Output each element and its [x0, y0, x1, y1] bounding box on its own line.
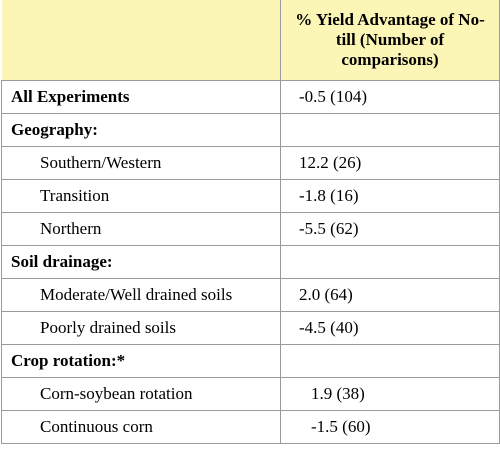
table-row: Northern -5.5 (62)	[1, 212, 500, 246]
row-label: Moderate/Well drained soils	[1, 278, 281, 312]
header-empty-cell	[1, 0, 281, 81]
table-row: Corn-soybean rotation 1.9 (38)	[1, 377, 500, 411]
row-value	[280, 113, 500, 147]
row-value	[280, 245, 500, 279]
header-yield-advantage: % Yield Advantage of No-till (Number of …	[280, 0, 500, 81]
row-value: -1.8 (16)	[280, 179, 500, 213]
table-row: Crop rotation:*	[1, 344, 500, 378]
table-row: Southern/Western 12.2 (26)	[1, 146, 500, 180]
section-label: Soil drainage:	[1, 245, 281, 279]
row-value: 2.0 (64)	[280, 278, 500, 312]
table-row: Moderate/Well drained soils 2.0 (64)	[1, 278, 500, 312]
row-value: -0.5 (104)	[280, 80, 500, 114]
section-label: Geography:	[1, 113, 281, 147]
row-label: Southern/Western	[1, 146, 281, 180]
row-value: 1.9 (38)	[280, 377, 500, 411]
row-value	[280, 344, 500, 378]
row-label: Transition	[1, 179, 281, 213]
table-row: All Experiments -0.5 (104)	[1, 80, 500, 114]
row-value: -1.5 (60)	[280, 410, 500, 444]
table-row: Geography:	[1, 113, 500, 147]
row-label: Poorly drained soils	[1, 311, 281, 345]
row-value: -5.5 (62)	[280, 212, 500, 246]
row-value: -4.5 (40)	[280, 311, 500, 345]
table-row: Soil drainage:	[1, 245, 500, 279]
section-label: Crop rotation:*	[1, 344, 281, 378]
row-label: Corn-soybean rotation	[1, 377, 281, 411]
table-row: Transition -1.8 (16)	[1, 179, 500, 213]
row-label: Northern	[1, 212, 281, 246]
table-row: Poorly drained soils -4.5 (40)	[1, 311, 500, 345]
table-row: Continuous corn -1.5 (60)	[1, 410, 500, 444]
row-label: All Experiments	[1, 80, 281, 114]
header-row: % Yield Advantage of No-till (Number of …	[1, 0, 500, 81]
row-label: Continuous corn	[1, 410, 281, 444]
row-value: 12.2 (26)	[280, 146, 500, 180]
